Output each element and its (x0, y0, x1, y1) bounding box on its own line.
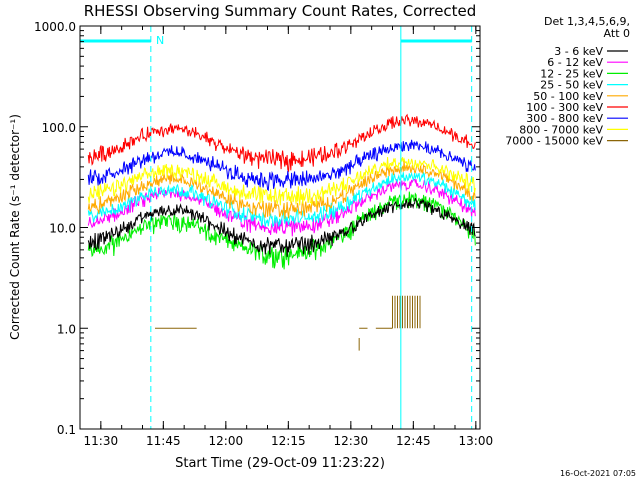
y-tick-label: 10.0 (49, 222, 76, 236)
axes-layer: 11:30 11:45 12:00 12:15 12:30 12:45 13:00 0.1 1.… (34, 20, 493, 448)
legend-label: 7000 - 15000 keV (505, 135, 603, 148)
legend-header-line-1: Det 1,3,4,5,6,9, (544, 15, 630, 28)
x-tick-label: 11:45 (146, 434, 181, 448)
night-label: N (156, 34, 164, 47)
series-line-3-6-keV (87, 197, 476, 257)
y-axis-label: Corrected Count Rate (s⁻¹ detector⁻¹) (8, 114, 22, 340)
timestamp: 16-Oct-2021 07:05 (560, 469, 636, 478)
x-tick-label: 12:30 (334, 434, 369, 448)
legend-header-line-2: Att 0 (604, 27, 630, 40)
chart-title: RHESSI Observing Summary Count Rates, Co… (84, 2, 477, 20)
legend-label: 3 - 6 keV (554, 45, 603, 58)
legend-label: 800 - 7000 keV (519, 123, 603, 136)
legend-label: 300 - 800 keV (526, 112, 603, 125)
y-tick-label: 1000.0 (34, 20, 76, 34)
x-tick-label: 12:15 (271, 434, 306, 448)
y-tick-label: 100.0 (42, 121, 76, 135)
legend-label: 25 - 50 keV (540, 79, 603, 92)
legend-label: 100 - 300 keV (526, 101, 603, 114)
legend-label: 50 - 100 keV (533, 90, 603, 103)
x-tick-label: 12:00 (209, 434, 244, 448)
x-axis-label: Start Time (29-Oct-09 11:23:22) (175, 456, 385, 471)
series-line-100-300-keV (87, 113, 476, 173)
series-layer (87, 113, 476, 351)
y-tick-label: 1.0 (57, 322, 76, 336)
x-tick-label: 12:45 (396, 434, 431, 448)
legend-label: 6 - 12 keV (547, 56, 603, 69)
y-tick-label: 0.1 (57, 423, 76, 437)
series-line-25-50-keV (87, 171, 476, 228)
x-tick-label: 11:30 (84, 434, 119, 448)
series-line-300-800-keV (87, 139, 476, 192)
series-line-800-7000-keV (87, 156, 476, 206)
x-tick-label: 13:00 (459, 434, 494, 448)
legend-label: 12 - 25 keV (540, 67, 603, 80)
series-line-50-100-keV (87, 160, 476, 219)
